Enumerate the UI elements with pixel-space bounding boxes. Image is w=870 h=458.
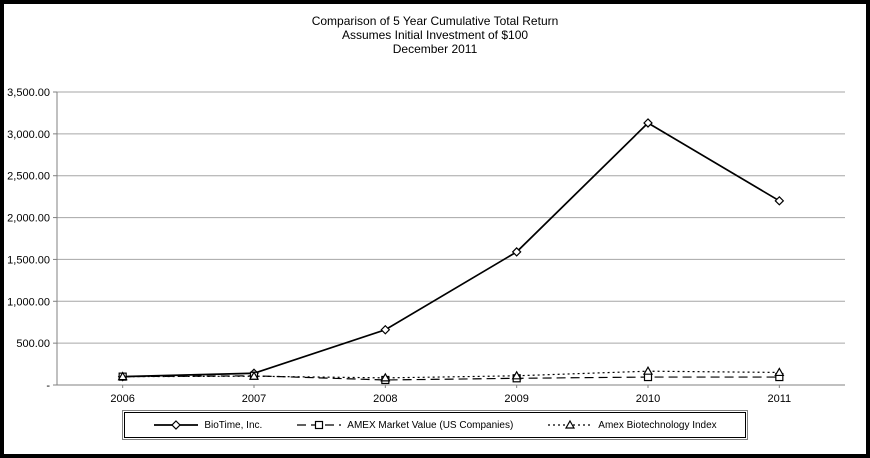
triangle-marker (511, 370, 522, 380)
chart-area: - 500.00 1,000.00 1,500.00 2,000.00 2,500.00 3… (4, 60, 866, 410)
legend-item: BioTime, Inc. (153, 419, 262, 431)
triangle-marker (774, 367, 785, 377)
line-chart: - 500.00 1,000.00 1,500.00 2,000.00 2,500.00 3… (7, 87, 845, 405)
chart-title-block: Comparison of 5 Year Cumulative Total Re… (4, 4, 866, 56)
x-tick-label: 2010 (636, 393, 660, 405)
square-marker (315, 420, 324, 430)
legend-item: Amex Biotechnology Index (547, 419, 717, 431)
legend-row: BioTime, Inc. AMEX Market Value (US Compa… (4, 410, 866, 440)
x-tick-label: 2011 (768, 393, 792, 405)
chart-title-line2: Assumes Initial Investment of $100 (341, 28, 529, 42)
y-tick-label: - (46, 380, 50, 392)
legend-label: Amex Biotechnology Index (598, 419, 717, 431)
diamond-marker (380, 324, 391, 335)
x-tick-label: 2006 (110, 393, 134, 405)
legend-label: BioTime, Inc. (204, 419, 263, 431)
legend-swatch-diamond (154, 420, 199, 430)
chart-legend: BioTime, Inc. AMEX Market Value (US Compa… (122, 410, 748, 440)
triangle-marker (642, 365, 654, 375)
triangle-marker (117, 371, 128, 381)
diamond-marker (643, 118, 653, 128)
x-tick-label: 2007 (242, 393, 266, 405)
legend-label: AMEX Market Value (US Companies) (347, 419, 514, 431)
legend-swatch-square (297, 420, 342, 430)
y-tick-label: 1,500.00 (7, 254, 50, 266)
legend-item: AMEX Market Value (US Companies) (296, 419, 513, 431)
diamond-marker (511, 247, 522, 257)
y-tick-label: 3,500.00 (7, 87, 50, 99)
chart-title-line1: Comparison of 5 Year Cumulative Total Re… (311, 14, 559, 28)
series-line-square (122, 375, 780, 381)
chart-title-line3: December 2011 (392, 42, 478, 56)
x-tick-label: 2008 (373, 393, 397, 405)
y-tick-label: 2,000.00 (7, 213, 50, 225)
y-tick-label: 3,000.00 (7, 129, 50, 141)
series-line-diamond (122, 121, 780, 378)
y-tick-label: 500.00 (16, 338, 50, 350)
legend-swatch-triangle (548, 419, 593, 429)
triangle-marker (380, 372, 391, 382)
triangle-marker (248, 371, 260, 380)
triangle-marker (565, 419, 576, 429)
x-tick-label: 2009 (504, 393, 528, 405)
diamond-marker (171, 420, 182, 430)
y-tick-label: 1,000.00 (7, 296, 50, 308)
y-tick-label: 2,500.00 (7, 171, 50, 183)
diamond-marker (774, 195, 785, 206)
